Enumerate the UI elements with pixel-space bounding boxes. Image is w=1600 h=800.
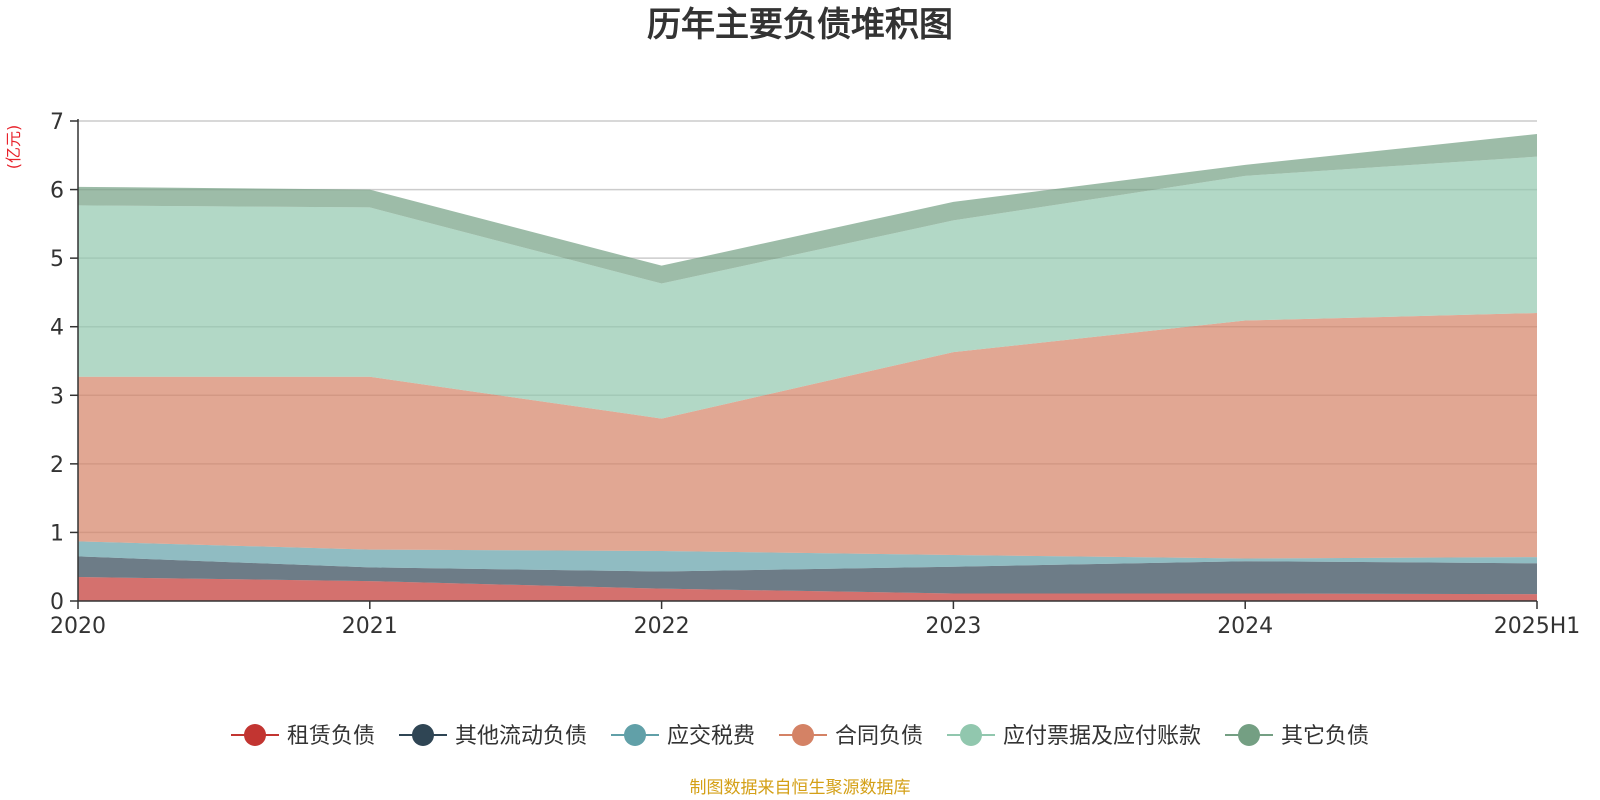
legend: 租赁负债 其他流动负债 应交税费 合同负债 应付票据及应付账款 其它负债 [231,724,1369,749]
y-tick-label: 1 [50,521,64,546]
y-tick-label: 3 [50,384,64,409]
legend-label: 其它负债 [1281,724,1369,749]
legend-item-其它负债[interactable]: 其它负债 [1225,724,1369,749]
x-tick-label: 2022 [634,614,690,639]
y-tick-label: 7 [50,110,64,135]
legend-item-租赁负债[interactable]: 租赁负债 [231,724,375,749]
legend-marker [1238,724,1260,746]
x-tick-label: 2020 [50,614,106,639]
area-合同负债[interactable] [78,313,1537,559]
legend-label: 其他流动负债 [455,724,587,749]
legend-marker [792,724,814,746]
x-tick-label: 2024 [1217,614,1273,639]
y-tick-label: 2 [50,453,64,478]
legend-marker [960,724,982,746]
legend-item-其他流动负债[interactable]: 其他流动负债 [399,724,587,749]
legend-label: 租赁负债 [287,724,375,749]
legend-item-应付票据及应付账款[interactable]: 应付票据及应付账款 [947,724,1201,749]
legend-label: 合同负债 [835,724,923,749]
area-应付票据及应付账款[interactable] [78,156,1537,419]
y-tick-label: 5 [50,247,64,272]
x-tick-label: 2025H1 [1494,614,1581,639]
area-租赁负债[interactable] [78,577,1537,601]
legend-item-应交税费[interactable]: 应交税费 [611,724,755,749]
x-tick-label: 2021 [342,614,398,639]
legend-item-合同负债[interactable]: 合同负债 [779,724,923,749]
area-其他流动负债[interactable] [78,556,1537,595]
legend-marker [244,724,266,746]
legend-label: 应交税费 [667,724,755,749]
y-tick-label: 0 [50,590,64,615]
x-tick-label: 2023 [925,614,981,639]
legend-marker [412,724,434,746]
chart-title: 历年主要负债堆积图 [647,5,953,45]
y-tick-label: 4 [50,316,64,341]
axes: 0 1 2 3 4 5 6 7 2020 2021 2022 2023 2024 2025H1 [50,110,1580,639]
data-source-note: 制图数据来自恒生聚源数据库 [690,778,911,798]
legend-label: 应付票据及应付账款 [1003,724,1201,749]
y-tick-label: 6 [50,179,64,204]
legend-marker [624,724,646,746]
area-应交税费[interactable] [78,541,1537,572]
stacked-areas [78,134,1537,601]
y-axis-unit-label: (亿元) [4,125,23,170]
